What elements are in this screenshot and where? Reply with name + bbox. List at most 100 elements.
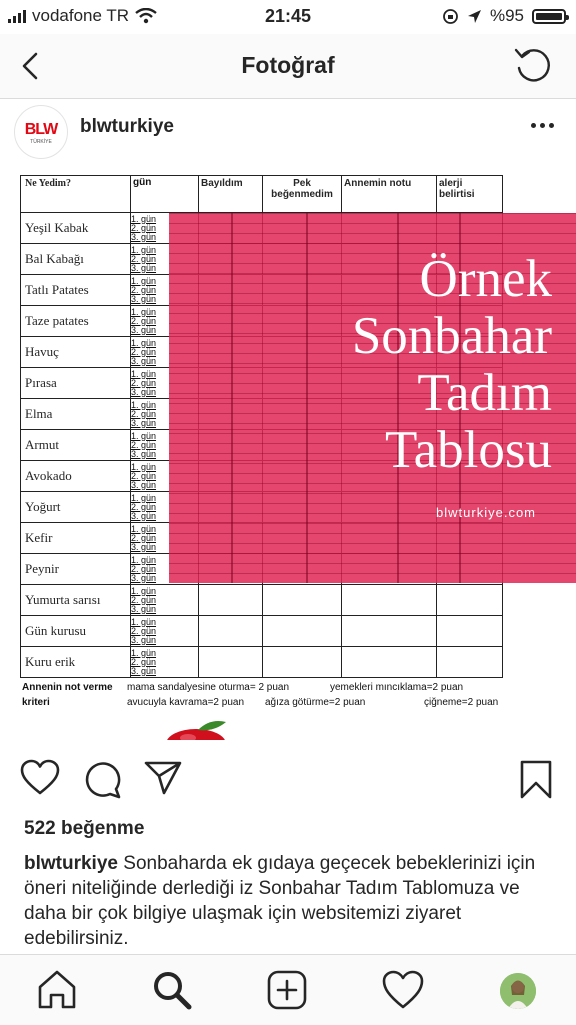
share-icon[interactable]: [143, 759, 183, 797]
more-options-icon[interactable]: [531, 123, 554, 128]
overlay-grid-lines: [169, 213, 576, 583]
overlay-pink-panel: [169, 213, 576, 583]
day-label: 2. gün: [131, 439, 157, 450]
battery-icon: [532, 8, 569, 24]
day-label: 2. gün: [131, 315, 157, 326]
bookmark-icon[interactable]: [518, 759, 554, 801]
empty-cell: [436, 584, 503, 616]
avatar[interactable]: BLW TÜRKİYE: [14, 105, 68, 159]
day-label: 3. gün: [131, 262, 157, 273]
table-row: Kuru erik 1. gün 2. gün 3. gün: [20, 646, 503, 678]
nav-bar: Fotoğraf: [0, 34, 576, 99]
empty-cell: [436, 615, 503, 647]
day-label: 1. gün: [131, 585, 157, 596]
overlay-title-line: Sonbahar: [351, 307, 552, 365]
criteria-label: kriteri: [22, 697, 50, 708]
food-cell: Elma: [20, 398, 131, 430]
day-label: 2. gün: [131, 563, 157, 574]
day-label: 1. gün: [131, 306, 157, 317]
empty-cell: [262, 584, 342, 616]
overlay-website: blwturkiye.com: [436, 505, 536, 520]
empty-cell: [341, 646, 437, 678]
food-cell: Kefir: [20, 522, 131, 554]
header-cell: Pek beğenmedim: [262, 175, 342, 213]
criteria-item: çiğneme=2 puan: [424, 697, 499, 708]
apple-icon: [167, 721, 226, 740]
post-header: BLW TÜRKİYE blwturkiye: [0, 99, 576, 165]
day-label: 3. gün: [131, 603, 157, 614]
add-post-icon[interactable]: [264, 967, 310, 1013]
criteria-item: ağıza götürme=2 puan: [265, 697, 366, 708]
empty-cell: [198, 584, 263, 616]
overlay-title-line: Tadım: [417, 364, 552, 422]
day-label: 2. gün: [131, 253, 157, 264]
day-label: 2. gün: [131, 408, 157, 419]
header-cell: Ne Yedim?: [20, 175, 131, 213]
header-cell: Bayıldım: [198, 175, 263, 213]
status-right: %95: [442, 6, 569, 26]
empty-cell: [262, 646, 342, 678]
empty-cell: [198, 646, 263, 678]
empty-cell: [341, 584, 437, 616]
day-label: 3. gün: [131, 355, 157, 366]
profile-avatar-icon[interactable]: [500, 973, 536, 1009]
header-cell: Annemin notu: [341, 175, 437, 213]
day-label: 1. gün: [131, 244, 157, 255]
day-label: 3. gün: [131, 510, 157, 521]
day-label: 2. gün: [131, 377, 157, 388]
activity-heart-icon[interactable]: [380, 967, 426, 1013]
avatar-logo-sub: TÜRKİYE: [30, 139, 52, 145]
avatar-logo: BLW: [24, 121, 59, 138]
post-image[interactable]: Ne Yedim? gün Bayıldım Pek beğenmedim An…: [0, 166, 576, 740]
day-label: 2. gün: [131, 594, 157, 605]
post-actions: [0, 742, 576, 818]
location-icon: [467, 9, 481, 23]
criteria-item: yemekleri mıncıklama=2 puan: [330, 682, 464, 693]
tab-bar: [0, 954, 576, 1025]
post-caption: blwturkiye Sonbaharda ek gıdaya geçecek …: [24, 851, 554, 951]
caption-username[interactable]: blwturkiye: [24, 853, 118, 874]
day-label: 3. gün: [131, 417, 157, 428]
day-label: 3. gün: [131, 324, 157, 335]
battery-percent: %95: [489, 6, 524, 25]
day-label: 2. gün: [131, 284, 157, 295]
back-chevron-icon[interactable]: [12, 46, 52, 86]
comment-icon[interactable]: [82, 759, 122, 799]
search-icon[interactable]: [149, 967, 195, 1013]
day-label: 1. gün: [131, 368, 157, 379]
like-heart-icon[interactable]: [20, 759, 60, 797]
day-label: 1. gün: [131, 213, 157, 224]
day-label: 1. gün: [131, 399, 157, 410]
like-count[interactable]: 522 beğenme: [24, 818, 145, 839]
overlay-title: Örnek Sonbahar Tadım Tablosu: [352, 251, 552, 479]
wifi-icon: [135, 8, 157, 24]
day-label: 3. gün: [131, 479, 157, 490]
food-cell: Yumurta sarısı: [20, 584, 131, 616]
days-cell: 1. gün 2. gün 3. gün: [130, 584, 199, 616]
refresh-icon[interactable]: [512, 44, 554, 86]
food-cell: Taze patates: [20, 305, 131, 337]
day-label: 1. gün: [131, 523, 157, 534]
page-title: Fotoğraf: [241, 52, 335, 78]
food-cell: Avokado: [20, 460, 131, 492]
day-label: 3. gün: [131, 541, 157, 552]
carrier-label: vodafone TR: [32, 6, 130, 25]
day-label: 3. gün: [131, 386, 157, 397]
clock: 21:45: [264, 6, 312, 26]
food-cell: Kuru erik: [20, 646, 131, 678]
empty-cell: [436, 646, 503, 678]
day-label: 3. gün: [131, 665, 157, 676]
carrier-info: vodafone TR: [8, 6, 157, 26]
table-header-row: Ne Yedim? gün Bayıldım Pek beğenmedim An…: [20, 175, 503, 213]
status-bar: vodafone TR 21:45 %95: [0, 0, 576, 34]
day-label: 1. gün: [131, 275, 157, 286]
empty-cell: [198, 615, 263, 647]
post-username[interactable]: blwturkiye: [80, 116, 174, 137]
food-cell: Yeşil Kabak: [20, 212, 131, 244]
criteria-item: avucuyla kavrama=2 puan: [127, 697, 245, 708]
day-label: 3. gün: [131, 231, 157, 242]
home-icon[interactable]: [34, 967, 80, 1013]
header-cell: gün: [130, 175, 199, 213]
day-label: 1. gün: [131, 647, 157, 658]
empty-cell: [341, 615, 437, 647]
